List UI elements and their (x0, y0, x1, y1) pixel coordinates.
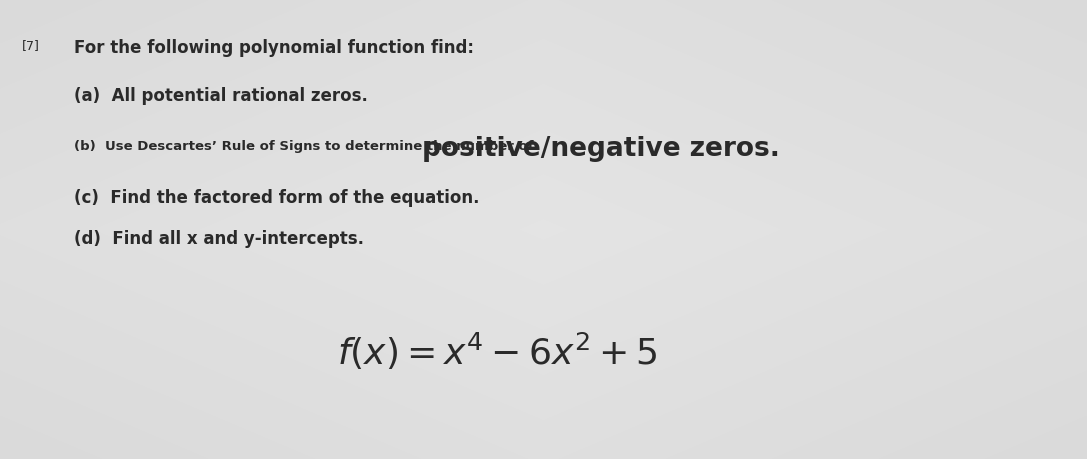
Text: $f(x) = x^4 - 6x^2 + 5$: $f(x) = x^4 - 6x^2 + 5$ (337, 330, 658, 372)
Text: (b)  Use Descartes’ Rule of Signs to determine the number of: (b) Use Descartes’ Rule of Signs to dete… (74, 140, 538, 153)
Text: [7]: [7] (22, 39, 39, 52)
Text: For the following polynomial function find:: For the following polynomial function fi… (74, 39, 474, 57)
Text: (d)  Find all x and y-intercepts.: (d) Find all x and y-intercepts. (74, 230, 364, 247)
Text: (c)  Find the factored form of the equation.: (c) Find the factored form of the equati… (74, 188, 479, 206)
Text: positive/negative zeros.: positive/negative zeros. (422, 135, 779, 162)
Text: (a)  All potential rational zeros.: (a) All potential rational zeros. (74, 87, 367, 105)
